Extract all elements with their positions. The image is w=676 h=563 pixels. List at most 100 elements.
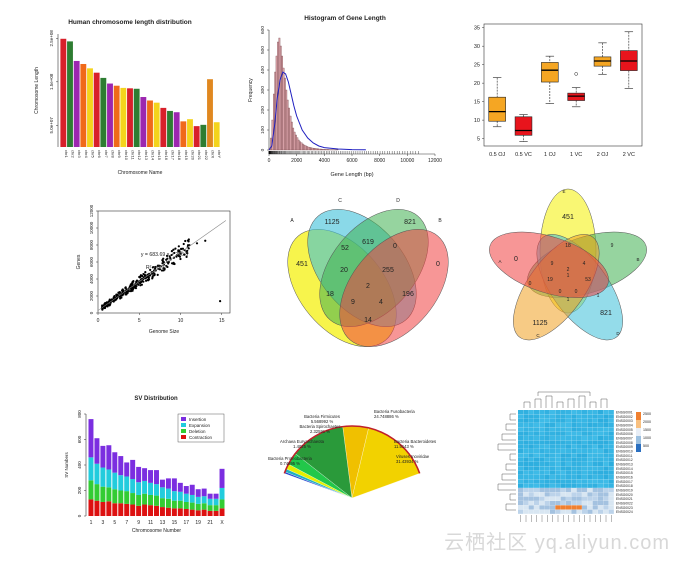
scatter-point (195, 242, 199, 245)
heatmap-cell (566, 492, 572, 497)
row-dendrogram (497, 443, 516, 451)
heatmap-cell (518, 501, 524, 506)
heatmap-cell (571, 457, 577, 462)
heatmap-cell (550, 431, 556, 436)
heatmap-cell (555, 453, 561, 458)
heatmap-cell (534, 423, 540, 428)
bar-chr14 (147, 100, 153, 147)
heatmap-cell (587, 496, 593, 501)
heatmap-cell (534, 492, 540, 497)
heatmap-cell (544, 470, 550, 475)
bar-insertion (213, 493, 219, 499)
y-tick-label: 0 (89, 311, 94, 314)
heatmap-cell (534, 462, 540, 467)
heatmap-cell (592, 492, 598, 497)
heatmap-cell (539, 410, 545, 415)
heatmap-cell (555, 475, 561, 480)
bar-expansion (136, 482, 142, 495)
heatmap-cell (566, 479, 572, 484)
legend-label: Deletion (189, 429, 206, 434)
scatter-point (160, 269, 164, 272)
heatmap-cell (534, 483, 540, 488)
heatmap-cell (544, 431, 550, 436)
scatter-point (179, 257, 182, 261)
bar-deletion (183, 501, 189, 509)
bar-expansion (94, 463, 100, 485)
heatmap-cell (603, 449, 609, 454)
scatter-point (162, 267, 166, 270)
x-tick-label: 21 (207, 520, 213, 526)
hist-bin (297, 139, 300, 151)
venn4-svg: A C D B 1125 821 451 52 619 0 0 20 255 18 2 196 9 4 14 (287, 198, 449, 347)
heatmap-cell (544, 423, 550, 428)
heatmap-cell (544, 488, 550, 493)
scatter-point (185, 255, 188, 258)
x-tick-label: 11 (148, 520, 153, 526)
heatmap-cell (544, 466, 550, 471)
heatmap-cell (592, 483, 598, 488)
row-label: ENSG0004 (616, 424, 633, 428)
heatmap-cell (608, 475, 614, 480)
outlier-point (574, 72, 578, 76)
heatmap-svg: ENSG0001ENSG0002ENSG0003ENSG0004ENSG0005… (497, 391, 651, 522)
legend-tick-label: 1500 (643, 428, 651, 432)
heatmap-cell (544, 418, 550, 423)
hist-bin (290, 121, 293, 151)
heatmap-cell (598, 479, 604, 484)
bar-deletion (201, 503, 207, 510)
heatmap-cell (566, 427, 572, 432)
heatmap-cell (523, 479, 529, 484)
venn-region-count: 4 (379, 299, 383, 306)
hist-bin (326, 149, 329, 151)
heatmap-cell (523, 505, 529, 510)
heatmap-cell (576, 479, 582, 484)
heatmap-cell (544, 449, 550, 454)
bar-expansion (195, 496, 201, 504)
heatmap-cell (566, 457, 572, 462)
heatmap-cell (608, 488, 614, 493)
legend-swatch (181, 429, 186, 433)
hist-bin (303, 144, 306, 151)
heatmap-cell (555, 505, 561, 510)
gene-length-histogram: Histogram of Gene Length 0 2000 4000 6000 800… (243, 8, 443, 180)
chromosome-length-svg: Human chromosome length distribution chr1… (34, 19, 222, 176)
heatmap-cell (582, 488, 588, 493)
heatmap-cell (608, 496, 614, 501)
slice-percent: 2.32591 % (310, 429, 330, 434)
y-tick-label: 2000 (89, 290, 94, 301)
heatmap-cell (608, 462, 614, 467)
venn-region-count: 52 (341, 245, 349, 252)
heatmap-cell (528, 423, 534, 428)
bar-deletion (124, 491, 130, 504)
bar-contraction (118, 503, 124, 516)
bar-insertion (130, 459, 136, 480)
scatter-point (103, 306, 106, 309)
heatmap-cell (571, 414, 577, 419)
heatmap-cell (523, 457, 529, 462)
scatter-point (204, 239, 207, 242)
y-tick-label: 0 (260, 148, 266, 151)
heatmap-cell (555, 457, 561, 462)
venn-region-count: 1125 (532, 320, 547, 327)
heatmap-cell (560, 470, 566, 475)
heatmap-cell (555, 449, 561, 454)
bar-deletion (88, 480, 94, 500)
scatter-point (177, 250, 180, 253)
venn-region-count: 2 (567, 267, 570, 273)
heatmap-cell (534, 509, 540, 514)
venn-region-count: 1 (567, 297, 570, 303)
outer-arc (283, 425, 421, 474)
x-tick-label: 1 OJ (544, 152, 556, 158)
bar-deletion (189, 502, 195, 510)
heatmap-cell (518, 496, 524, 501)
heatmap-cell (582, 496, 588, 501)
bar-contraction (142, 504, 148, 516)
venn-region-count: 4 (583, 261, 586, 267)
box-plot: 5 10 15 20 25 30 35 0.5 OJ 0.5 VC 1 OJ 1 VC 2 OJ 2 V… (466, 20, 646, 170)
box-1 (514, 116, 533, 136)
x-tick-label: 2000 (291, 158, 302, 164)
scatter-point (184, 239, 187, 243)
venn-region-count: 0 (436, 261, 440, 268)
heatmap-cell (550, 423, 556, 428)
heatmap-cell (555, 423, 561, 428)
